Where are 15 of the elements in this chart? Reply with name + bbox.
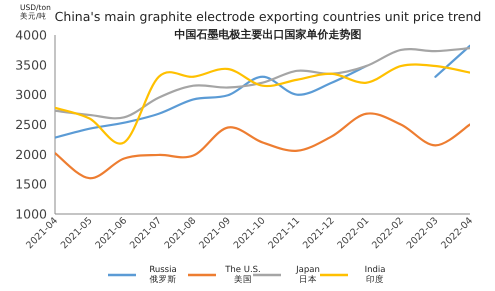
chart-title: China's main graphite electrode exporting countries unit price trend (54, 9, 482, 24)
y-tick-label: 3000 (15, 87, 48, 102)
chart-subtitle: 中国石墨电极主要出口国家单价走势图 (174, 28, 362, 41)
y-tick-label: 2000 (15, 146, 48, 162)
legend-label: Russia 俄罗斯 (149, 265, 177, 285)
y-tick-label: 3500 (15, 57, 48, 72)
legend-label: India 印度 (364, 265, 386, 285)
y-tick-label: 2500 (15, 117, 48, 132)
line-series (55, 47, 470, 120)
legend-label: The U.S. 美国 (224, 265, 261, 285)
y-tick-label: 1500 (15, 176, 48, 192)
line-series (55, 112, 470, 180)
y-tick-label: 4000 (15, 28, 48, 42)
y-tick-label: 1000 (15, 206, 48, 222)
legend-label: Japan 日本 (295, 265, 320, 285)
